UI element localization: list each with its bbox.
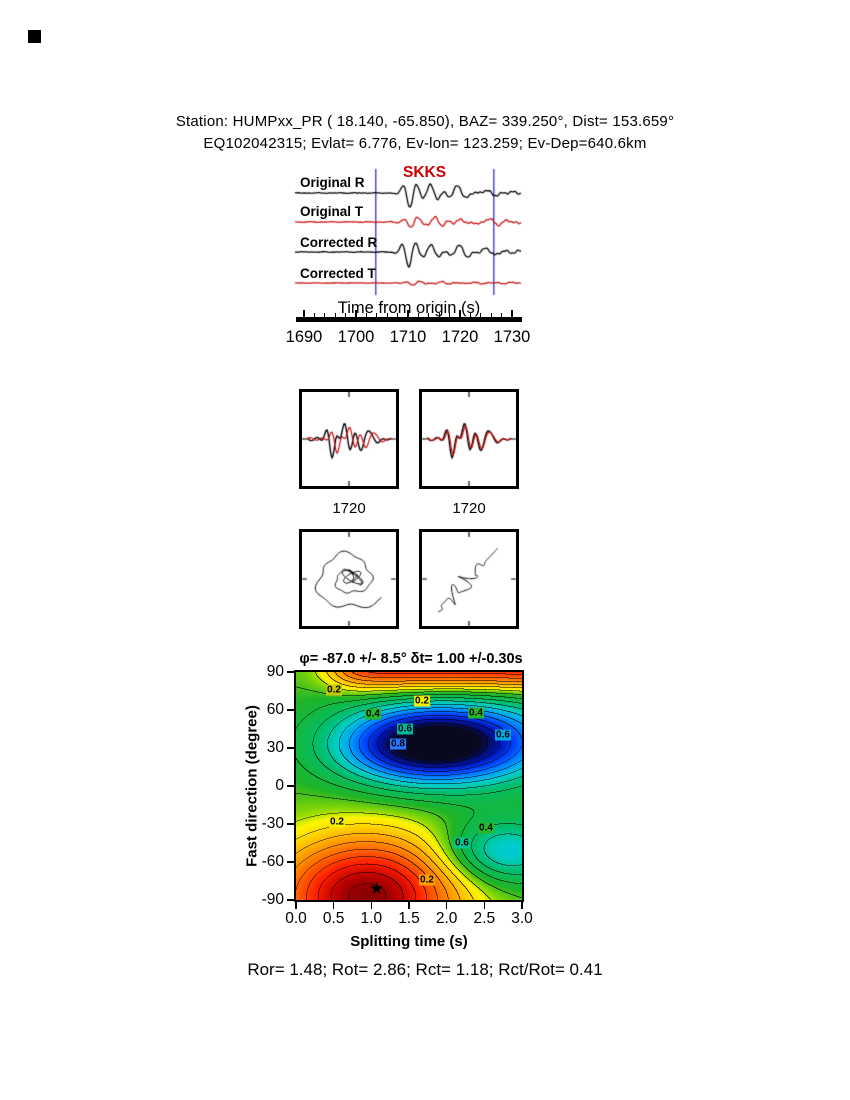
phase-label: SKKS [403, 164, 447, 181]
trace-label-corrected-t: Corrected T [300, 266, 376, 281]
time-axis-minor-tick [501, 313, 503, 317]
time-axis-minor-tick [313, 313, 315, 317]
splitting-result-title: φ= -87.0 +/- 8.5° δt= 1.00 +/-0.30s [299, 651, 523, 667]
trace-label-original-t: Original T [300, 204, 364, 219]
time-axis-minor-tick [365, 313, 367, 317]
time-axis-minor-tick [334, 313, 336, 317]
time-tick-label: 1700 [337, 328, 375, 346]
splittime-tick-label: 0.5 [322, 910, 345, 927]
event-info-line: EQ102042315; Evlat= 6.776, Ev-lon= 123.2… [203, 135, 647, 152]
splittime-axis-tick [521, 902, 523, 909]
fastdir-axis-tick [287, 823, 294, 825]
time-axis-major-tick [303, 310, 305, 317]
time-axis-bar [296, 317, 522, 322]
error-surface-frame [294, 670, 524, 902]
station-info-line: Station: HUMPxx_PR ( 18.140, -65.850), B… [175, 113, 675, 130]
splittime-tick-label: 0.0 [285, 910, 307, 927]
time-tick-label: 1720 [441, 328, 479, 346]
particle-motion-box-original [299, 529, 399, 629]
error-surface-canvas [296, 672, 522, 900]
fastdir-tick-label: -30 [261, 815, 284, 832]
time-axis-major-tick [407, 310, 409, 317]
time-axis-label: Time from origin (s) [337, 299, 481, 317]
trace-label-original-r: Original R [300, 175, 365, 190]
time-axis-minor-tick [345, 313, 347, 317]
time-tick-label: 1730 [493, 328, 531, 346]
particle-motion-canvas-original [302, 532, 396, 626]
fastdir-axis-tick [287, 709, 294, 711]
splittime-axis-tick [295, 902, 297, 909]
fastdir-tick-label: 90 [266, 663, 284, 680]
contour-level-label: 0.6 [495, 729, 511, 741]
time-axis-minor-tick [428, 313, 430, 317]
time-axis-minor-tick [490, 313, 492, 317]
time-axis-minor-tick [397, 313, 399, 317]
fastdir-tick-label: 30 [266, 739, 284, 756]
contour-level-label: 0.2 [419, 874, 435, 886]
splittime-axis-tick [332, 902, 335, 909]
windowed-waveform-canvas-original [302, 392, 396, 486]
time-axis-major-tick [459, 310, 461, 317]
time-axis-minor-tick [376, 313, 378, 317]
particle-motion-canvas-corrected [422, 532, 516, 626]
time-axis-minor-tick [417, 313, 419, 317]
particle-motion-box-corrected [419, 529, 519, 629]
windowed-waveform-box-original [299, 389, 399, 489]
splittime-tick-label: 1.5 [398, 910, 420, 927]
seismogram-traces-canvas [293, 163, 523, 303]
trace-label-corrected-r: Corrected R [300, 235, 378, 250]
contour-level-label: 0.8 [390, 738, 406, 750]
contour-level-label: 0.6 [397, 723, 413, 735]
fastdir-tick-label: -90 [261, 891, 284, 908]
time-tick-label: 1690 [285, 328, 323, 346]
contour-level-label: 0.4 [468, 707, 484, 719]
contour-level-label: 0.4 [478, 822, 494, 834]
windowed-waveform-canvas-corrected [422, 392, 516, 486]
splittime-tick-label: 2.0 [435, 910, 458, 927]
fastdir-tick-label: 60 [266, 701, 284, 718]
contour-level-label: 0.2 [414, 695, 430, 707]
splittime-axis-tick [408, 902, 410, 909]
time-axis-minor-tick [438, 313, 440, 317]
fastdir-axis-tick [287, 899, 294, 901]
fastdir-tick-label: 0 [275, 777, 284, 794]
best-fit-star: ★ [368, 879, 385, 899]
box-time-label-corrected: 1720 [452, 500, 486, 517]
splitting-time-axis-label: Splitting time (s) [350, 933, 468, 950]
fastdir-axis-tick [287, 785, 294, 787]
splittime-axis-tick [483, 902, 486, 909]
time-tick-label: 1710 [389, 328, 427, 346]
time-axis-major-tick [511, 310, 513, 317]
corner-mark [28, 30, 41, 43]
windowed-waveform-box-corrected [419, 389, 519, 489]
fastdir-axis-tick [287, 861, 294, 863]
time-axis-minor-tick [480, 313, 482, 317]
splittime-tick-label: 2.5 [473, 910, 496, 927]
time-axis-minor-tick [449, 313, 451, 317]
time-axis-minor-tick [469, 313, 471, 317]
splittime-tick-label: 1.0 [360, 910, 383, 927]
fastdir-axis-tick [287, 671, 294, 673]
contour-level-label: 0.4 [365, 708, 381, 720]
time-axis-minor-tick [386, 313, 388, 317]
fastdir-axis-tick [287, 747, 294, 749]
time-axis-minor-tick [324, 313, 326, 317]
contour-level-label: 0.2 [329, 816, 345, 828]
contour-level-label: 0.2 [326, 684, 342, 696]
fastdir-tick-label: -60 [261, 853, 284, 870]
splittime-axis-tick [370, 902, 373, 909]
splittime-axis-tick [445, 902, 448, 909]
results-caption: Ror= 1.48; Rot= 2.86; Rct= 1.18; Rct/Rot… [247, 960, 603, 979]
box-time-label-original: 1720 [332, 500, 366, 517]
time-axis-major-tick [355, 310, 357, 317]
splittime-tick-label: 3.0 [511, 910, 533, 927]
contour-level-label: 0.6 [454, 837, 470, 849]
